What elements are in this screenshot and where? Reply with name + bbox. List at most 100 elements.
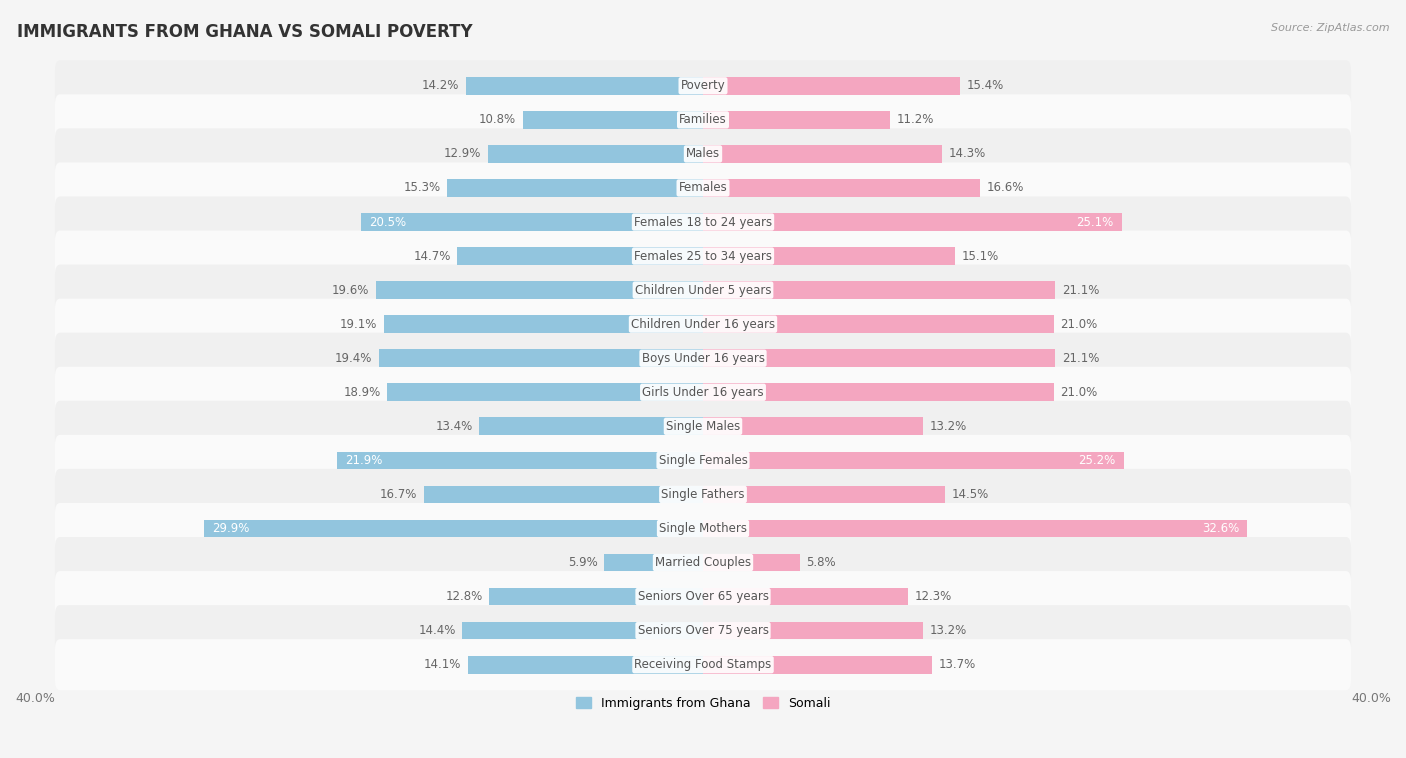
FancyBboxPatch shape (55, 94, 1351, 146)
FancyBboxPatch shape (55, 162, 1351, 214)
Text: 14.1%: 14.1% (423, 658, 461, 671)
Text: IMMIGRANTS FROM GHANA VS SOMALI POVERTY: IMMIGRANTS FROM GHANA VS SOMALI POVERTY (17, 23, 472, 41)
Text: Poverty: Poverty (681, 80, 725, 92)
Text: 13.4%: 13.4% (436, 420, 472, 433)
Text: 21.0%: 21.0% (1060, 386, 1098, 399)
Bar (703, 452, 1123, 469)
Bar (703, 111, 890, 129)
Bar (457, 247, 703, 265)
Text: Children Under 5 years: Children Under 5 years (634, 283, 772, 296)
FancyBboxPatch shape (55, 265, 1351, 315)
Text: Boys Under 16 years: Boys Under 16 years (641, 352, 765, 365)
Bar (703, 77, 960, 95)
Bar (703, 213, 1122, 231)
Bar (703, 418, 924, 435)
Text: Single Fathers: Single Fathers (661, 488, 745, 501)
Text: 18.9%: 18.9% (343, 386, 381, 399)
Text: 19.6%: 19.6% (332, 283, 368, 296)
Text: 12.9%: 12.9% (443, 147, 481, 161)
Text: 16.6%: 16.6% (987, 181, 1025, 195)
FancyBboxPatch shape (55, 333, 1351, 384)
Text: 14.4%: 14.4% (419, 624, 456, 637)
Text: Single Males: Single Males (666, 420, 740, 433)
Text: Seniors Over 65 years: Seniors Over 65 years (637, 590, 769, 603)
FancyBboxPatch shape (55, 503, 1351, 554)
FancyBboxPatch shape (55, 299, 1351, 349)
Bar (523, 111, 703, 129)
Text: 10.8%: 10.8% (479, 114, 516, 127)
Text: 20.5%: 20.5% (368, 215, 406, 228)
Text: 15.3%: 15.3% (404, 181, 441, 195)
Text: 14.2%: 14.2% (422, 80, 460, 92)
Text: 5.8%: 5.8% (807, 556, 837, 569)
Text: 14.5%: 14.5% (952, 488, 988, 501)
FancyBboxPatch shape (55, 639, 1351, 691)
Text: Receiving Food Stamps: Receiving Food Stamps (634, 658, 772, 671)
Text: 12.8%: 12.8% (446, 590, 482, 603)
Bar (375, 281, 703, 299)
FancyBboxPatch shape (55, 367, 1351, 418)
Bar (465, 77, 703, 95)
Text: Seniors Over 75 years: Seniors Over 75 years (637, 624, 769, 637)
Bar (380, 349, 703, 367)
Text: Single Females: Single Females (658, 454, 748, 467)
FancyBboxPatch shape (55, 401, 1351, 452)
Text: Children Under 16 years: Children Under 16 years (631, 318, 775, 330)
FancyBboxPatch shape (55, 61, 1351, 111)
Bar (384, 315, 703, 333)
Text: 25.2%: 25.2% (1078, 454, 1115, 467)
Legend: Immigrants from Ghana, Somali: Immigrants from Ghana, Somali (571, 692, 835, 715)
Text: 19.4%: 19.4% (335, 352, 373, 365)
Bar (387, 384, 703, 401)
Text: 15.1%: 15.1% (962, 249, 1000, 262)
Text: 14.7%: 14.7% (413, 249, 451, 262)
Bar (703, 247, 955, 265)
Text: 13.2%: 13.2% (931, 624, 967, 637)
Text: Single Mothers: Single Mothers (659, 522, 747, 535)
Bar (703, 145, 942, 163)
Text: 11.2%: 11.2% (897, 114, 934, 127)
Text: Males: Males (686, 147, 720, 161)
Bar (479, 418, 703, 435)
Text: 21.0%: 21.0% (1060, 318, 1098, 330)
Text: 21.9%: 21.9% (346, 454, 382, 467)
Text: Females 18 to 24 years: Females 18 to 24 years (634, 215, 772, 228)
Text: 13.7%: 13.7% (938, 658, 976, 671)
Bar (703, 315, 1053, 333)
Text: 12.3%: 12.3% (915, 590, 952, 603)
FancyBboxPatch shape (55, 537, 1351, 588)
FancyBboxPatch shape (55, 605, 1351, 656)
Bar (703, 281, 1056, 299)
Text: Married Couples: Married Couples (655, 556, 751, 569)
Text: 29.9%: 29.9% (212, 522, 249, 535)
Text: Females 25 to 34 years: Females 25 to 34 years (634, 249, 772, 262)
Text: Source: ZipAtlas.com: Source: ZipAtlas.com (1271, 23, 1389, 33)
Text: 19.1%: 19.1% (340, 318, 377, 330)
FancyBboxPatch shape (55, 435, 1351, 486)
Text: 21.1%: 21.1% (1062, 352, 1099, 365)
Bar (447, 179, 703, 197)
Bar (703, 486, 945, 503)
Bar (703, 349, 1056, 367)
FancyBboxPatch shape (55, 469, 1351, 520)
Bar (360, 213, 703, 231)
Bar (605, 553, 703, 572)
Text: 21.1%: 21.1% (1062, 283, 1099, 296)
FancyBboxPatch shape (55, 571, 1351, 622)
Bar (703, 587, 908, 606)
FancyBboxPatch shape (55, 128, 1351, 180)
Bar (468, 656, 703, 674)
Text: 13.2%: 13.2% (931, 420, 967, 433)
Text: Girls Under 16 years: Girls Under 16 years (643, 386, 763, 399)
Bar (703, 656, 932, 674)
Bar (204, 520, 703, 537)
Text: Females: Females (679, 181, 727, 195)
Bar (703, 622, 924, 640)
Text: 5.9%: 5.9% (568, 556, 598, 569)
Bar (488, 145, 703, 163)
Bar (337, 452, 703, 469)
FancyBboxPatch shape (55, 196, 1351, 248)
Bar (703, 384, 1053, 401)
Bar (489, 587, 703, 606)
Text: 16.7%: 16.7% (380, 488, 418, 501)
